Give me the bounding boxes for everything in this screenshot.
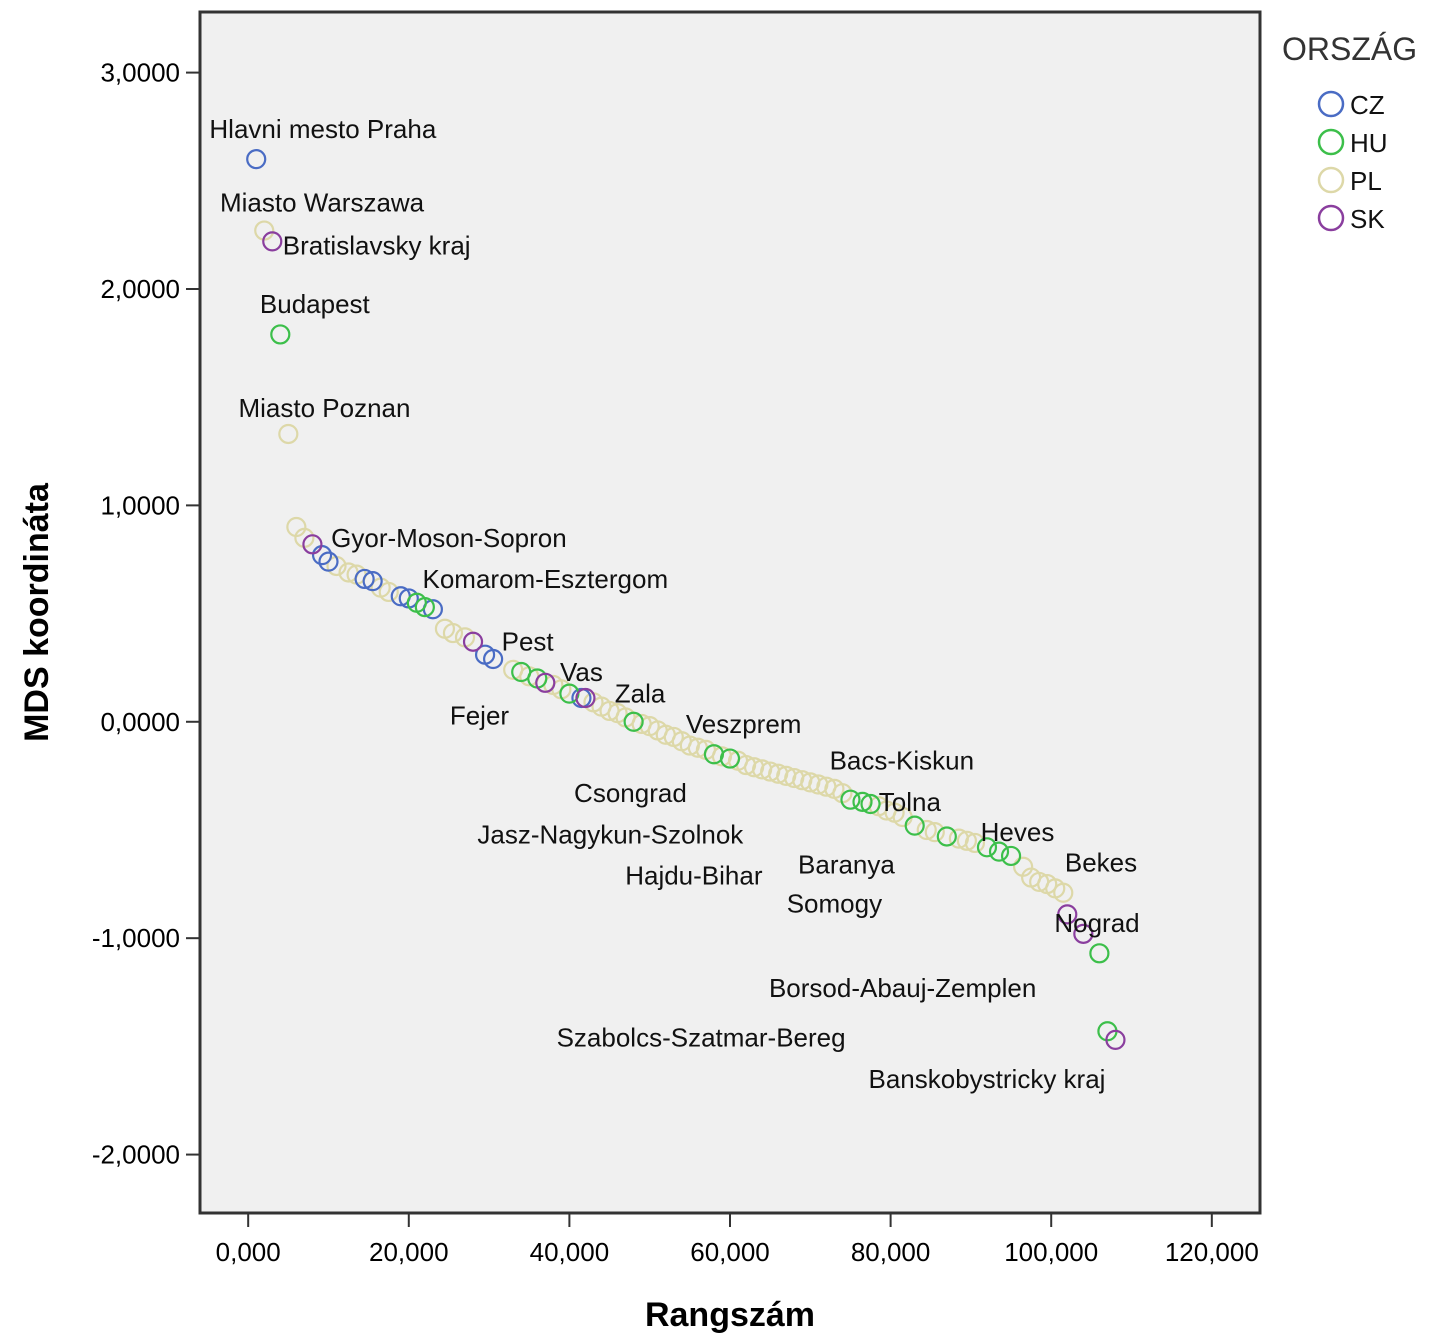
data-point-sk (302, 534, 323, 555)
point-label: Zala (615, 679, 666, 709)
legend-label-sk: SK (1350, 204, 1385, 234)
x-tick-label: 20,000 (369, 1237, 449, 1267)
data-point-pl (956, 830, 977, 851)
plot-area (198, 10, 1262, 1215)
legend-marker-pl (1317, 166, 1345, 194)
data-point-pl (378, 581, 399, 603)
point-label: Miasto Poznan (238, 393, 410, 423)
legend-label-pl: PL (1350, 166, 1382, 196)
x-tick-label: 120,000 (1165, 1237, 1259, 1267)
y-tick-label: 0,0000 (100, 707, 180, 737)
legend-title: ORSZÁG (1282, 31, 1417, 67)
data-point-sk (462, 631, 484, 652)
data-point-hu (719, 748, 741, 769)
data-point-pl (924, 822, 945, 843)
data-point-hu (270, 324, 291, 345)
x-tick-label: 0,000 (216, 1237, 281, 1267)
data-point-hu (1000, 845, 1022, 867)
data-point-cz (318, 551, 339, 572)
data-point-sk (1073, 923, 1094, 944)
y-tick-label: -1,0000 (92, 923, 180, 953)
point-label: Somogy (787, 889, 882, 919)
data-point-hu (840, 789, 861, 810)
legend-label-hu: HU (1350, 128, 1388, 158)
data-point-pl (1053, 882, 1074, 903)
data-point-pl (916, 819, 937, 841)
point-label: Budapest (260, 289, 371, 319)
data-point-sk (1105, 1029, 1126, 1050)
point-label: Hlavni mesto Praha (209, 114, 436, 144)
legend-marker-sk (1317, 204, 1345, 232)
point-label: Nograd (1054, 908, 1139, 938)
x-axis-title: Rangszám (645, 1296, 815, 1334)
point-label: Baranya (798, 850, 895, 880)
data-point-hu (988, 841, 1010, 862)
data-point-sk (535, 672, 556, 693)
data-point-hu (904, 815, 925, 836)
data-point-pl (442, 622, 464, 644)
point-label: Pest (502, 627, 555, 657)
y-tick-label: 3,0000 (100, 58, 180, 88)
data-point-hu (414, 596, 435, 618)
data-point-hu (623, 711, 644, 732)
legend-label-cz: CZ (1350, 90, 1385, 120)
data-point-pl (964, 832, 986, 854)
point-label: Tolna (879, 787, 942, 817)
point-label: Borsod-Abauj-Zemplen (769, 973, 1036, 1003)
point-label: Fejer (450, 700, 510, 730)
y-tick-label: -2,0000 (92, 1140, 180, 1170)
point-label: Hajdu-Bihar (625, 860, 763, 890)
point-label: Gyor-Moson-Sopron (331, 523, 567, 553)
y-tick-label: 2,0000 (100, 274, 180, 304)
point-label: Miasto Warszawa (220, 187, 425, 217)
data-point-hu (936, 826, 957, 847)
point-label: Jasz-Nagykun-Szolnok (477, 819, 744, 849)
y-tick-label: 1,0000 (100, 490, 180, 520)
data-point-sk (262, 231, 283, 252)
data-point-cz (362, 571, 383, 592)
data-point-cz (246, 149, 267, 170)
point-label: Bekes (1065, 847, 1137, 877)
legend-marker-cz (1317, 90, 1345, 118)
point-label: Csongrad (574, 778, 687, 808)
data-point-hu (860, 793, 881, 815)
point-label: Komarom-Esztergom (422, 564, 668, 594)
point-label: Veszprem (686, 709, 802, 739)
point-label: Heves (981, 817, 1055, 847)
point-label: Szabolcs-Szatmar-Bereg (557, 1023, 846, 1053)
point-label: Vas (560, 657, 603, 687)
data-point-pl (278, 423, 299, 445)
data-point-hu (852, 791, 873, 812)
x-tick-label: 80,000 (851, 1237, 931, 1267)
point-label: Banskobystricky kraj (868, 1064, 1105, 1094)
x-tick-label: 60,000 (690, 1237, 770, 1267)
point-label: Bacs-Kiskun (830, 746, 975, 776)
y-axis-title: MDS koordináta (18, 482, 56, 742)
x-tick-label: 100,000 (1004, 1237, 1098, 1267)
data-point-cz (483, 648, 504, 670)
point-label: Bratislavsky kraj (283, 231, 471, 261)
data-point-sk (575, 687, 596, 709)
data-point-hu (1089, 943, 1110, 964)
data-point-cz (354, 568, 375, 590)
data-point-hu (976, 837, 998, 858)
x-tick-label: 40,000 (530, 1237, 610, 1267)
legend-marker-hu (1317, 128, 1345, 156)
data-point-sk (1057, 904, 1078, 925)
